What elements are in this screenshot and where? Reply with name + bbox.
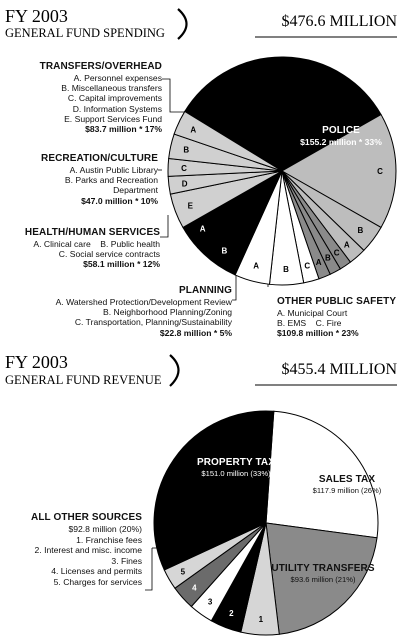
other-item: 5. Charges for services bbox=[53, 576, 142, 587]
recreation-heading: RECREATION/CULTURE bbox=[41, 153, 158, 164]
health-item: C. Social service contracts bbox=[58, 249, 160, 260]
spending-slice-transfers-overhead-a bbox=[173, 110, 283, 172]
other-item: 3. Fines bbox=[111, 555, 142, 566]
revenue-slice-label: 3 bbox=[208, 597, 213, 606]
police-callout: POLICE $155.2 million * 33% bbox=[296, 125, 386, 147]
revenue-slice-utility-transfers bbox=[265, 522, 378, 635]
planning-heading: PLANNING bbox=[178, 285, 232, 296]
recreation-item: A. Austin Public Library bbox=[69, 165, 158, 175]
health-item: A. Clinical care B. Public health bbox=[33, 239, 160, 249]
spending-slice-label: C bbox=[304, 262, 310, 271]
sales-callout: SALES TAX $117.9 million (26%) bbox=[304, 474, 390, 496]
transfers-item: E. Support Services Fund bbox=[64, 113, 162, 124]
property-value: $151.0 million (33%) bbox=[201, 469, 271, 478]
other-value: $92.8 million (20%) bbox=[68, 524, 142, 534]
revenue-subtitle: GENERAL FUND REVENUE bbox=[5, 373, 162, 387]
safety-item: A. Municipal Court bbox=[277, 308, 348, 318]
recreation-item: B. Parks and Recreation bbox=[64, 175, 158, 186]
spending-slice-label: B bbox=[222, 246, 228, 255]
police-value: $155.2 million * 33% bbox=[300, 137, 382, 147]
spending-slice-label: D bbox=[182, 179, 188, 188]
other-item: 1. Franchise fees bbox=[76, 534, 142, 545]
safety-legend: OTHER PUBLIC SAFETY A. Municipal Court B… bbox=[277, 296, 396, 339]
spending-slice-label: A bbox=[190, 125, 196, 134]
spending-slice-label: C bbox=[334, 248, 340, 257]
planning-item: C. Transportation, Planning/Sustainabili… bbox=[74, 317, 232, 328]
spending-slice-label: A bbox=[316, 258, 322, 267]
spending-slice-label: E bbox=[188, 202, 194, 211]
health-legend: HEALTH/HUMAN SERVICES A. Clinical care B… bbox=[25, 227, 160, 270]
spending-bracket bbox=[177, 8, 188, 40]
safety-heading: OTHER PUBLIC SAFETY bbox=[277, 296, 397, 307]
safety-value: $109.8 million * 23% bbox=[277, 328, 359, 339]
revenue-slice-label: 5 bbox=[181, 568, 186, 577]
utility-value: $93.6 million (21%) bbox=[290, 575, 356, 584]
spending-slice-label: A bbox=[253, 262, 259, 271]
other-item: 2. Interest and misc. income bbox=[34, 545, 142, 555]
property-callout: PROPERTY TAX $151.0 million (33%) bbox=[180, 457, 292, 479]
property-label: PROPERTY TAX bbox=[196, 457, 276, 468]
revenue-slice-label: 1 bbox=[259, 615, 264, 624]
utility-callout: UTILITY TRANSFERS $93.6 million (21%) bbox=[268, 563, 378, 585]
recreation-legend: RECREATION/CULTURE A. Austin Public Libr… bbox=[41, 153, 158, 206]
revenue-slice-label: 4 bbox=[192, 583, 197, 592]
health-heading: HEALTH/HUMAN SERVICES bbox=[24, 227, 160, 238]
revenue-slice-property-tax bbox=[153, 410, 275, 571]
revenue-bracket bbox=[169, 354, 180, 387]
pie-charts bbox=[153, 56, 397, 636]
other-heading: ALL OTHER SOURCES bbox=[31, 512, 142, 523]
spending-slice-police bbox=[184, 56, 382, 172]
other-sources-legend: ALL OTHER SOURCES $92.8 million (20%) 1.… bbox=[31, 512, 142, 587]
spending-subtitle: GENERAL FUND SPENDING bbox=[5, 26, 165, 40]
spending-slice-other-public-safety-c bbox=[280, 113, 397, 229]
revenue-year: FY 2003 bbox=[5, 352, 68, 372]
spending-slice-label: C bbox=[181, 164, 187, 173]
safety-item: B. EMS C. Fire bbox=[277, 318, 342, 329]
spending-total: $476.6 MILLION bbox=[281, 13, 397, 30]
spending-year: FY 2003 bbox=[5, 6, 68, 26]
spending-slice-label: B bbox=[358, 226, 364, 235]
recreation-value: $47.0 million * 10% bbox=[81, 195, 158, 206]
transfers-item: A. Personnel expenses bbox=[73, 73, 162, 83]
recreation-item: Department bbox=[113, 185, 158, 196]
planning-item: B. Neighborhood Planning/Zoning bbox=[103, 307, 232, 318]
revenue-total: $455.4 MILLION bbox=[281, 361, 397, 378]
health-value: $58.1 million * 12% bbox=[83, 259, 160, 270]
revenue-slice-label: 2 bbox=[229, 609, 234, 618]
police-label: POLICE bbox=[322, 125, 360, 136]
planning-value: $22.8 million * 5% bbox=[159, 327, 232, 338]
transfers-item: D. Information Systems bbox=[72, 103, 162, 114]
utility-label: UTILITY TRANSFERS bbox=[271, 563, 375, 574]
transfers-legend: TRANSFERS/OVERHEAD A. Personnel expenses… bbox=[40, 61, 162, 134]
other-item: 4. Licenses and permits bbox=[51, 566, 142, 576]
spending-slice-label: A bbox=[344, 241, 350, 250]
sales-label: SALES TAX bbox=[318, 474, 376, 485]
revenue-slice-sales-tax bbox=[265, 410, 379, 539]
transfers-value: $83.7 million * 17% bbox=[85, 124, 162, 135]
transfers-item: C. Capital improvements bbox=[67, 93, 162, 104]
sales-value: $117.9 million (26%) bbox=[312, 486, 382, 495]
transfers-heading: TRANSFERS/OVERHEAD bbox=[39, 61, 162, 72]
planning-legend: PLANNING A. Watershed Protection/Develop… bbox=[56, 285, 232, 338]
spending-slice-label: C bbox=[377, 167, 383, 176]
spending-slice-label: A bbox=[200, 225, 206, 234]
transfers-item: B. Miscellaneous transfers bbox=[61, 83, 162, 94]
planning-item: A. Watershed Protection/Development Revi… bbox=[55, 297, 232, 307]
spending-slice-label: B bbox=[325, 254, 331, 263]
spending-slice-label: B bbox=[283, 265, 289, 274]
spending-slice-label: B bbox=[183, 146, 189, 155]
